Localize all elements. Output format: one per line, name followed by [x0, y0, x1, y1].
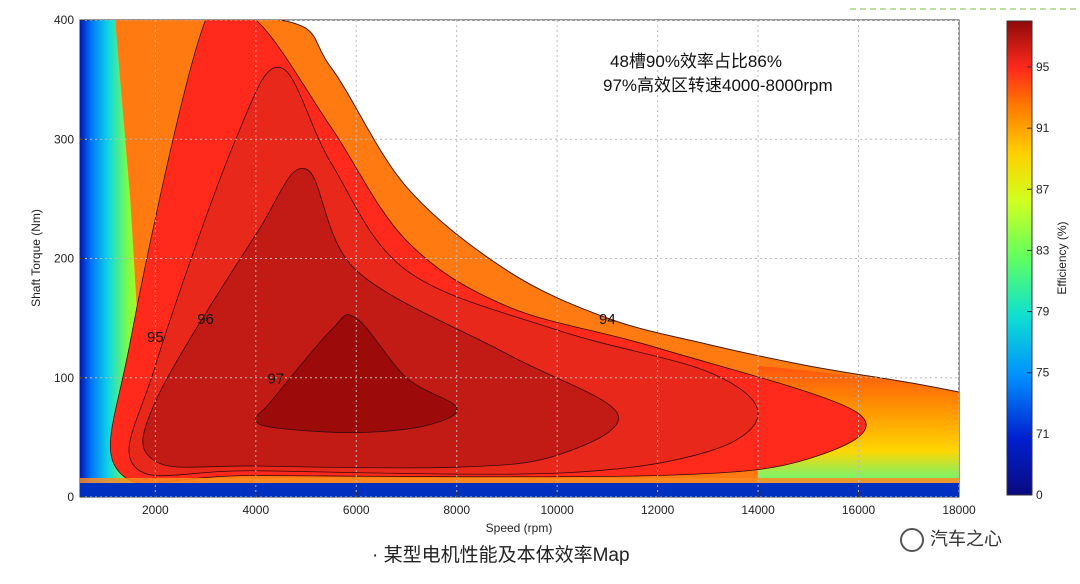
colorbar-tick-label: 0: [1036, 488, 1043, 502]
watermark-text: 汽车之心: [930, 529, 1002, 549]
contour-label-97: 97: [268, 371, 285, 388]
x-axis-label: Speed (rpm): [486, 521, 553, 535]
colorbar-ticks: 0 71 75 79 83 87 91 95: [1027, 60, 1050, 502]
x-tick-label: 10000: [540, 503, 574, 517]
y-axis-label: Shaft Torque (Nm): [29, 209, 43, 307]
x-tick-label: 4000: [242, 503, 269, 517]
y-tick-label: 300: [54, 132, 74, 146]
colorbar-tick-label: 79: [1036, 305, 1050, 319]
low-torque-band: [80, 483, 959, 497]
colorbar: [1006, 20, 1033, 496]
colorbar-tick-label: 75: [1036, 366, 1050, 380]
figure-caption: · 某型电机性能及本体效率Map: [372, 540, 630, 567]
y-tick-label: 0: [67, 490, 74, 504]
annotation-line-1: 48槽90%效率占比86%: [610, 52, 782, 71]
wechat-icon: [900, 528, 924, 553]
x-tick-label: 2000: [142, 503, 169, 517]
caption-bullet: ·: [372, 545, 379, 566]
y-axis-ticks: 0 100 200 300 400: [54, 13, 85, 504]
colorbar-tick-label: 83: [1036, 243, 1050, 257]
colorbar-tick-label: 71: [1036, 427, 1050, 441]
x-tick-label: 18000: [942, 503, 976, 517]
annotation-line-2: 97%高效区转速4000-8000rpm: [603, 76, 833, 95]
contour-layer: [80, 20, 959, 484]
x-tick-label: 6000: [343, 503, 370, 517]
x-tick-label: 12000: [641, 503, 675, 517]
colorbar-tick-label: 87: [1036, 182, 1050, 196]
y-tick-label: 200: [54, 252, 74, 266]
colorbar-tick-label: 91: [1036, 121, 1050, 135]
caption-text: 某型电机性能及本体效率Map: [383, 545, 630, 566]
contour-97: [255, 314, 458, 434]
grid-layer: [80, 20, 959, 497]
y-tick-label: 400: [54, 13, 74, 27]
low-torque-band-edge: [80, 478, 959, 483]
y-tick-label: 100: [54, 371, 74, 385]
x-tick-label: 16000: [842, 503, 876, 517]
low-speed-band: [80, 20, 196, 497]
x-axis-ticks: 2000 4000 6000 8000 10000 12000 14000 16000 1800…: [142, 492, 976, 517]
watermark: 汽车之心: [900, 525, 1002, 553]
colorbar-tick-label: 95: [1036, 60, 1050, 74]
contour-96: [142, 168, 619, 469]
contour-label-95: 95: [147, 329, 164, 346]
contour-labels: 95 96 97 94: [147, 311, 616, 388]
contour-label-96: 96: [197, 311, 214, 328]
colorbar-label: Efficiency (%): [1055, 221, 1069, 294]
contour-label-94: 94: [599, 311, 616, 328]
x-tick-label: 14000: [741, 503, 775, 517]
x-tick-label: 8000: [443, 503, 470, 517]
envelope-outline: [80, 20, 959, 393]
